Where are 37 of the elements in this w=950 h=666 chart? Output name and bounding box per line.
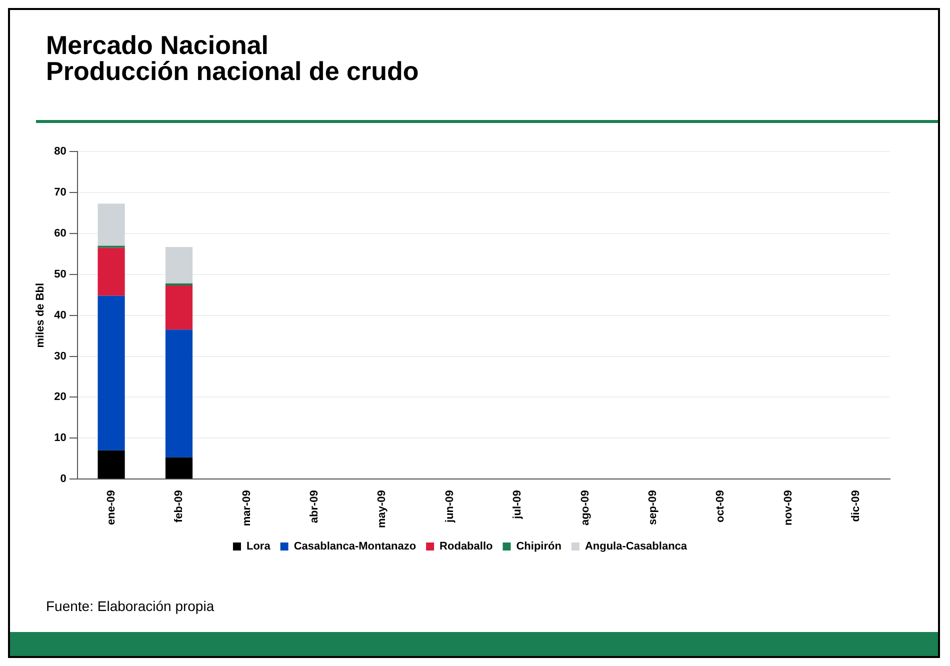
- y-tick-label: 10: [54, 432, 66, 444]
- x-tick-label: jun-09: [444, 490, 456, 524]
- x-tick-label: abr-09: [308, 490, 320, 524]
- y-tick-label: 80: [54, 146, 66, 158]
- bar: [165, 330, 193, 458]
- x-tick-label: oct-09: [714, 490, 727, 522]
- x-tick-label: feb-09: [173, 490, 186, 522]
- bar: [165, 457, 193, 479]
- legend-label: Chipirón: [516, 540, 562, 553]
- y-tick-label: 0: [60, 473, 66, 486]
- bar: [165, 285, 193, 330]
- bar: [98, 296, 125, 450]
- y-tick-label: 20: [54, 391, 66, 404]
- legend-label: Lora: [246, 540, 272, 553]
- y-tick-label: 70: [54, 186, 66, 199]
- y-tick-label: 50: [54, 268, 66, 280]
- y-axis-title: miles de Bbl: [34, 282, 47, 348]
- x-tick-label: dic-09: [850, 490, 862, 522]
- x-tick-label: mar-09: [240, 490, 253, 526]
- source-note: Fuente: Elaboración propia: [46, 598, 214, 614]
- legend-label: Casablanca-Montanazo: [294, 540, 416, 553]
- x-tick-label: may-09: [376, 490, 388, 528]
- y-tick-label: 60: [54, 228, 66, 240]
- bar: [98, 450, 125, 479]
- legend-label: Rodaballo: [440, 540, 494, 553]
- y-tick-label: 30: [54, 350, 66, 362]
- x-tick-label: jul-09: [512, 490, 524, 520]
- x-tick-label: sep-09: [647, 490, 660, 525]
- bar: [98, 204, 125, 246]
- legend-label: Angula-Casablanca: [584, 540, 688, 553]
- x-tick-label: ago-09: [579, 490, 592, 526]
- x-tick-label: nov-09: [782, 490, 794, 526]
- x-tick-label: ene-09: [105, 490, 118, 525]
- bar: [165, 246, 193, 284]
- bar: [98, 248, 125, 296]
- y-tick-label: 40: [54, 309, 66, 322]
- chart-title: Mercado Nacional Producción nacional de crudo: [46, 30, 419, 86]
